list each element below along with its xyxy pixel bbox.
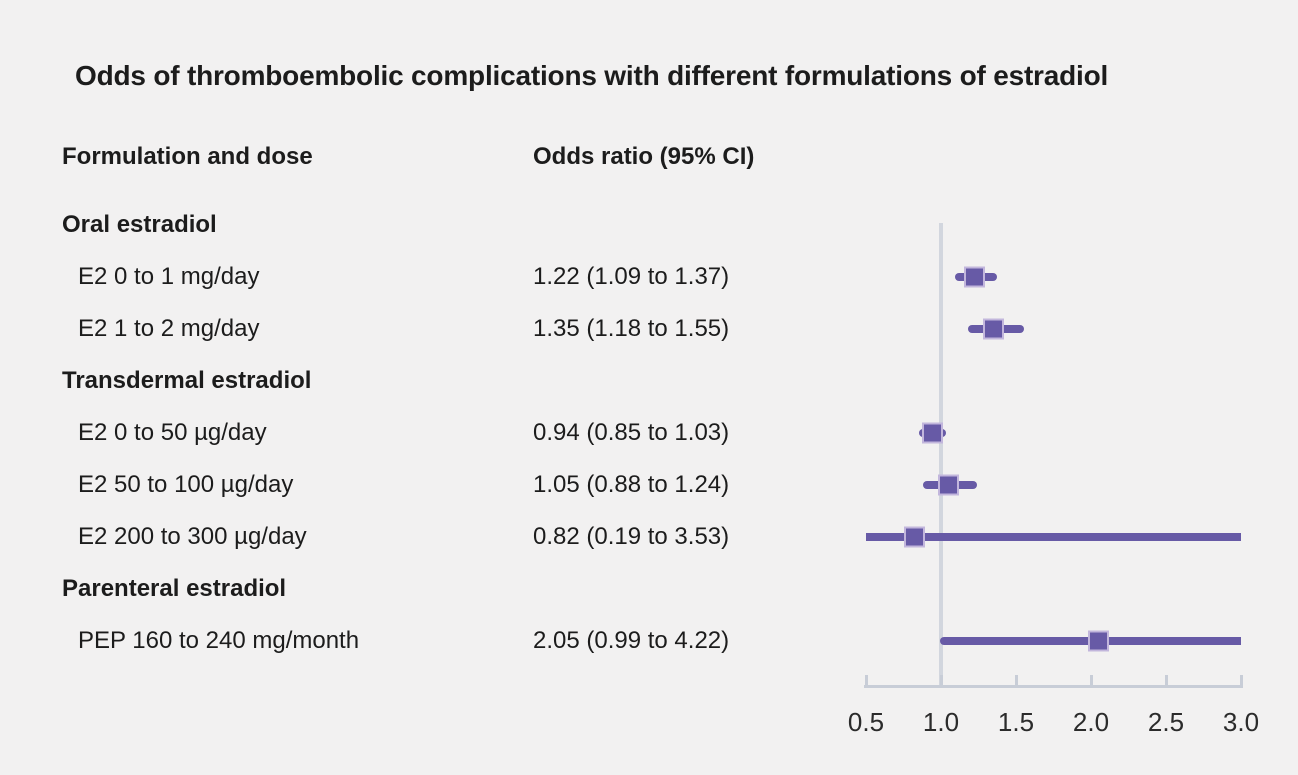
data-row: E2 200 to 300 µg/day 0.82 (0.19 to 3.53) [0,511,1298,563]
row-label: E2 1 to 2 mg/day [78,315,260,342]
axis-tick-2.5 [1164,675,1168,685]
axis-tick-1.5 [1014,675,1018,685]
row-label: E2 0 to 1 mg/day [78,263,260,290]
or-marker [963,266,985,288]
x-axis-line [864,685,1243,688]
odds-ratio-value: 1.35 (1.18 to 1.55) [533,315,730,342]
axis-tick-2.0 [1089,675,1093,685]
axis-tick-label: 2.5 [1147,707,1185,737]
row-label: E2 0 to 50 µg/day [78,419,267,446]
data-row: E2 0 to 50 µg/day 0.94 (0.85 to 1.03) [0,407,1298,459]
axis-tick-label: 0.5 [847,707,885,737]
axis-tick-label: 1.0 [922,707,960,737]
or-marker [921,422,943,444]
or-marker [903,526,925,548]
group-row: Transdermal estradiol [0,355,1298,407]
row-label: E2 50 to 100 µg/day [78,471,294,498]
column-header-formulation: Formulation and dose [62,143,313,170]
reference-line-1.0 [939,223,943,688]
or-marker [983,318,1004,340]
group-row: Parenteral estradiol [0,563,1298,615]
ci-line [866,533,1241,541]
group-row: Oral estradiol [0,199,1298,251]
data-row: PEP 160 to 240 mg/month 2.05 (0.99 to 4.2… [0,615,1298,667]
or-marker [1088,630,1109,652]
odds-ratio-value: 2.05 (0.99 to 4.22) [533,627,730,654]
axis-tick-3.0 [1239,675,1243,685]
data-row: E2 50 to 100 µg/day 1.05 (0.88 to 1.24) [0,459,1298,511]
column-header-odds-ratio: Odds ratio (95% CI) [533,143,755,170]
axis-tick-label: 2.0 [1072,707,1110,737]
row-label: E2 200 to 300 µg/day [78,523,307,550]
chart-title: Odds of thromboembolic complications wit… [75,60,1109,91]
data-row: E2 0 to 1 mg/day 1.22 (1.09 to 1.37) [0,251,1298,303]
odds-ratio-value: 1.22 (1.09 to 1.37) [533,263,730,290]
row-label: PEP 160 to 240 mg/month [78,627,360,654]
odds-ratio-value: 1.05 (0.88 to 1.24) [533,471,730,498]
row-label: Oral estradiol [62,211,217,238]
or-marker [938,474,959,496]
data-row: E2 1 to 2 mg/day 1.35 (1.18 to 1.55) [0,303,1298,355]
odds-ratio-value: 0.94 (0.85 to 1.03) [533,419,730,446]
axis-tick-label: 1.5 [997,707,1035,737]
axis-tick-0.5 [864,675,868,685]
row-label: Transdermal estradiol [62,367,312,394]
odds-ratio-value: 0.82 (0.19 to 3.53) [533,523,730,550]
axis-tick-1.0 [939,675,943,685]
axis-tick-label: 3.0 [1222,707,1260,737]
row-label: Parenteral estradiol [62,575,287,602]
